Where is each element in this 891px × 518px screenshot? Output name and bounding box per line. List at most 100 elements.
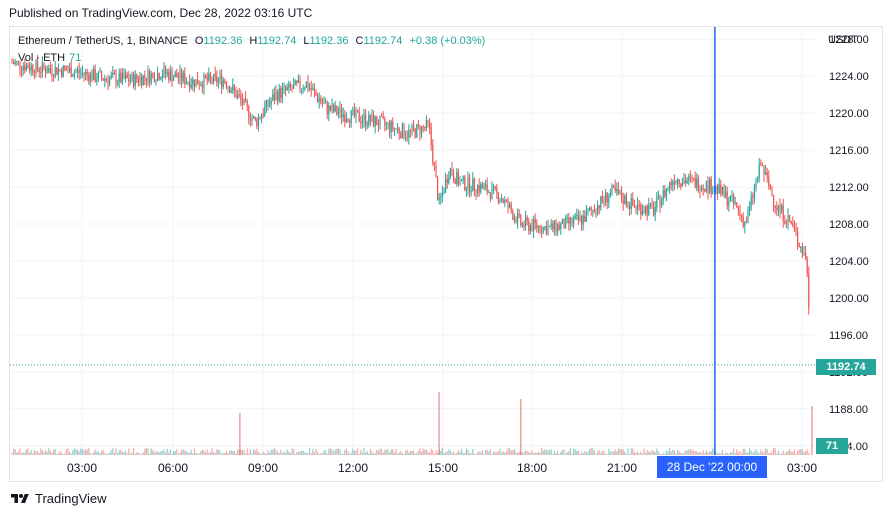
volume-bar — [241, 449, 243, 455]
volume-bar — [669, 448, 671, 455]
candle-body — [357, 109, 359, 113]
candle-body — [14, 62, 16, 64]
volume-bar — [109, 452, 111, 455]
volume-bar — [339, 449, 341, 455]
volume-bar — [605, 453, 607, 455]
volume-bar — [398, 452, 400, 455]
candle-body — [245, 98, 247, 101]
candle-body — [582, 215, 584, 225]
chart-frame[interactable] — [9, 26, 883, 482]
footer-brand[interactable]: TradingView — [9, 491, 107, 506]
price-tick-label: 1208.00 — [829, 219, 869, 231]
candle-body — [267, 100, 269, 107]
candle-body — [240, 95, 242, 100]
candle-body — [201, 84, 203, 89]
volume-bar — [187, 452, 189, 455]
volume-bar — [337, 448, 339, 455]
candle-body — [69, 67, 71, 72]
candle-body — [470, 191, 472, 193]
candle-body — [134, 74, 136, 87]
candle-body — [737, 206, 739, 211]
candle-body — [65, 68, 67, 71]
volume-bar — [376, 449, 378, 455]
volume-bar — [752, 452, 754, 455]
candle-body — [433, 163, 435, 166]
volume-bar — [621, 449, 623, 455]
candle-body — [421, 126, 423, 135]
volume-bar — [630, 448, 632, 455]
volume-bar — [629, 453, 631, 455]
volume-bar — [373, 453, 375, 455]
candle-body — [333, 104, 335, 112]
volume-bar — [81, 449, 83, 455]
volume-bar — [758, 453, 760, 455]
volume-spike — [520, 399, 522, 455]
volume-spike — [811, 406, 813, 455]
volume-bar — [78, 451, 80, 455]
candle-body — [309, 88, 311, 90]
candle-body — [371, 114, 373, 122]
volume-bar — [325, 450, 327, 455]
candle-body — [728, 201, 730, 206]
candle-body — [211, 78, 213, 83]
candle-body — [715, 185, 717, 190]
volume-bar — [440, 450, 442, 455]
volume-bar — [681, 453, 683, 455]
volume-bar — [347, 450, 349, 455]
volume-bar — [94, 449, 96, 455]
candle-body — [88, 74, 90, 82]
volume-bar — [689, 449, 691, 455]
candle-body — [670, 182, 672, 186]
candle-body — [21, 69, 23, 71]
candle-body — [166, 71, 168, 74]
volume-bar — [93, 451, 95, 455]
volume-bar — [424, 449, 426, 455]
volume-bar — [395, 449, 397, 455]
volume-bar — [480, 452, 482, 455]
price-tick-label: 1224.00 — [829, 71, 869, 83]
candle-body — [489, 192, 491, 199]
volume-bar — [625, 453, 627, 455]
volume-bar — [806, 449, 808, 455]
volume-bar — [539, 452, 541, 455]
volume-bar — [782, 450, 784, 455]
candle-body — [667, 188, 669, 190]
volume-bar — [486, 449, 488, 455]
candle-body — [142, 75, 144, 86]
volume-bar — [11, 452, 13, 455]
candle-body — [192, 79, 194, 85]
volume-bar — [496, 452, 498, 455]
volume-bar — [549, 449, 551, 455]
volume-bar — [134, 453, 136, 455]
candle-body — [641, 211, 643, 215]
candle-body — [400, 133, 402, 138]
volume-bar — [744, 448, 746, 455]
volume-bar — [121, 451, 123, 455]
volume-legend[interactable]: Vol · ETH 71 — [18, 52, 81, 64]
volume-bar — [233, 450, 235, 455]
candle-body — [152, 73, 154, 75]
low-label: L — [303, 35, 310, 47]
volume-bar — [470, 453, 472, 455]
symbol-legend[interactable]: Ethereum / TetherUS, 1, BINANCE O1192.36… — [18, 35, 485, 47]
volume-bar — [489, 449, 491, 455]
candle-body — [22, 66, 24, 71]
volume-bar — [715, 451, 717, 455]
volume-bar — [265, 453, 267, 455]
candle-body — [574, 215, 576, 220]
candle-body — [184, 73, 186, 84]
candle-body — [190, 84, 192, 88]
volume-bar — [601, 450, 603, 455]
volume-bar — [513, 449, 515, 455]
candle-body — [597, 205, 599, 214]
currency-label[interactable]: USDT — [828, 34, 858, 46]
candle-body — [128, 77, 130, 82]
candle-body — [529, 225, 531, 231]
volume-bar — [749, 448, 751, 455]
candle-body — [549, 226, 551, 228]
candle-body — [117, 82, 119, 85]
candle-body — [585, 210, 587, 222]
candle-body — [750, 196, 752, 206]
volume-bar — [200, 451, 202, 455]
